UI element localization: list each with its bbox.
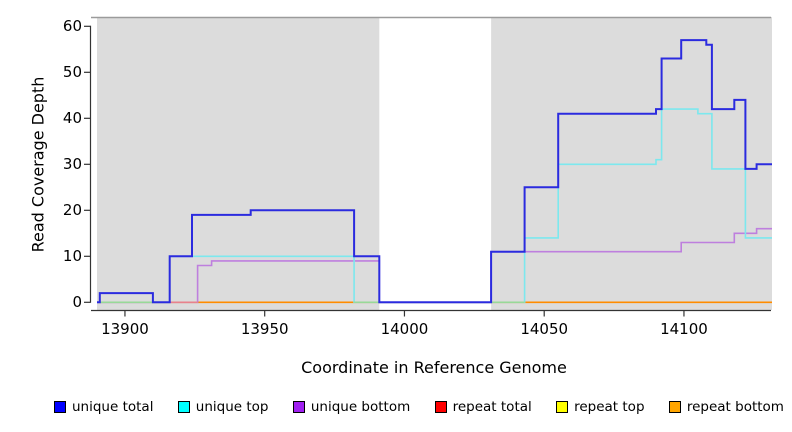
- series-unique-total: [97, 39, 772, 304]
- legend-item-unique-bottom: unique bottom: [292, 399, 411, 415]
- x-tick-label: 14050: [520, 320, 569, 338]
- legend-item-repeat-top: repeat top: [556, 399, 645, 415]
- legend-label: repeat bottom: [686, 399, 784, 415]
- y-tick-label: 10: [62, 247, 82, 266]
- legend-label: repeat top: [574, 399, 645, 415]
- legend-label: unique total: [72, 399, 154, 415]
- legend-swatch: [668, 401, 681, 413]
- legend-label: unique bottom: [310, 399, 411, 415]
- legend: unique total unique top unique bottom repea…: [54, 399, 784, 415]
- series-unique-top: [97, 108, 772, 304]
- legend-swatch: [292, 401, 305, 413]
- legend-item-repeat-bottom: repeat bottom: [668, 399, 784, 415]
- y-tick-label: 50: [62, 63, 82, 82]
- y-tick-label: 20: [62, 201, 82, 220]
- y-tick-label: 40: [62, 109, 82, 128]
- legend-swatch: [434, 401, 447, 413]
- legend-item-repeat-total: repeat total: [434, 399, 532, 415]
- legend-swatch: [54, 401, 66, 413]
- legend-label: repeat total: [452, 399, 532, 415]
- x-axis-title: Coordinate in Reference Genome: [301, 358, 567, 377]
- legend-swatch: [177, 401, 190, 413]
- legend-swatch: [556, 401, 569, 413]
- x-tick-label: 13950: [240, 320, 289, 338]
- legend-item-unique-top: unique top: [177, 399, 269, 415]
- y-tick-label: 0: [72, 293, 82, 312]
- x-tick-label: 14100: [660, 320, 708, 338]
- x-tick-label: 13900: [101, 320, 149, 338]
- legend-label: unique top: [195, 399, 269, 415]
- coverage-plot-canvas: [84, 16, 772, 317]
- coverage-gap-region: [379, 18, 492, 310]
- x-tick-label: 14000: [380, 320, 429, 338]
- y-tick-label: 60: [62, 17, 82, 36]
- y-tick-label: 30: [62, 155, 82, 174]
- legend-item-unique-total: unique total: [54, 399, 153, 415]
